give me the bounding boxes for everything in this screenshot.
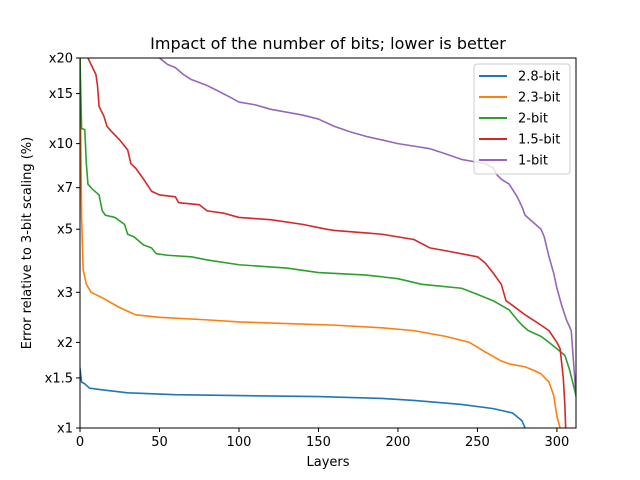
y-axis-ticks: x1 x1.5 x2 x3 x5 x7 x10 x15 x20 bbox=[45, 52, 80, 437]
legend-label: 2.3-bit bbox=[518, 91, 560, 106]
y-tick-label: x7 bbox=[57, 181, 73, 196]
x-tick-label: 50 bbox=[151, 435, 168, 450]
y-tick-label: x10 bbox=[49, 137, 73, 152]
y-tick-label: x20 bbox=[49, 52, 73, 67]
series-line-2-8-bit bbox=[80, 367, 527, 428]
series-layer bbox=[80, 58, 576, 428]
series-line-1-5-bit bbox=[87, 58, 567, 428]
y-tick-label: x2 bbox=[57, 336, 73, 351]
x-tick-label: 150 bbox=[306, 435, 331, 450]
x-axis-ticks: 0 50 100 150 200 250 300 bbox=[76, 428, 569, 450]
series-line-2-bit bbox=[80, 58, 576, 397]
y-tick-label: x15 bbox=[49, 87, 73, 102]
y-tick-label: x1.5 bbox=[45, 371, 73, 386]
y-tick-label: x5 bbox=[57, 223, 73, 238]
x-tick-label: 300 bbox=[545, 435, 570, 450]
plot-frame bbox=[79, 57, 577, 429]
x-tick-label: 250 bbox=[465, 435, 490, 450]
x-tick-label: 100 bbox=[227, 435, 252, 450]
y-tick-label: x3 bbox=[57, 286, 73, 301]
legend-box bbox=[473, 63, 571, 175]
y-axis-label: Error relative to 3-bit scaling (%) bbox=[20, 137, 35, 349]
legend-label: 1.5-bit bbox=[518, 133, 560, 148]
legend-label: 1-bit bbox=[518, 154, 548, 169]
x-tick-label: 200 bbox=[386, 435, 411, 450]
y-tick-label: x1 bbox=[57, 422, 73, 437]
x-tick-label: 0 bbox=[76, 435, 84, 450]
legend: 2.8-bit 2.3-bit 2-bit 1.5-bit 1-bit bbox=[473, 63, 571, 175]
legend-label: 2.8-bit bbox=[518, 70, 560, 85]
chart-title: Impact of the number of bits; lower is b… bbox=[150, 34, 506, 53]
legend-label: 2-bit bbox=[518, 112, 548, 127]
x-axis-label: Layers bbox=[306, 455, 349, 470]
series-line-1-bit bbox=[158, 58, 576, 397]
series-line-2-3-bit bbox=[80, 58, 561, 428]
